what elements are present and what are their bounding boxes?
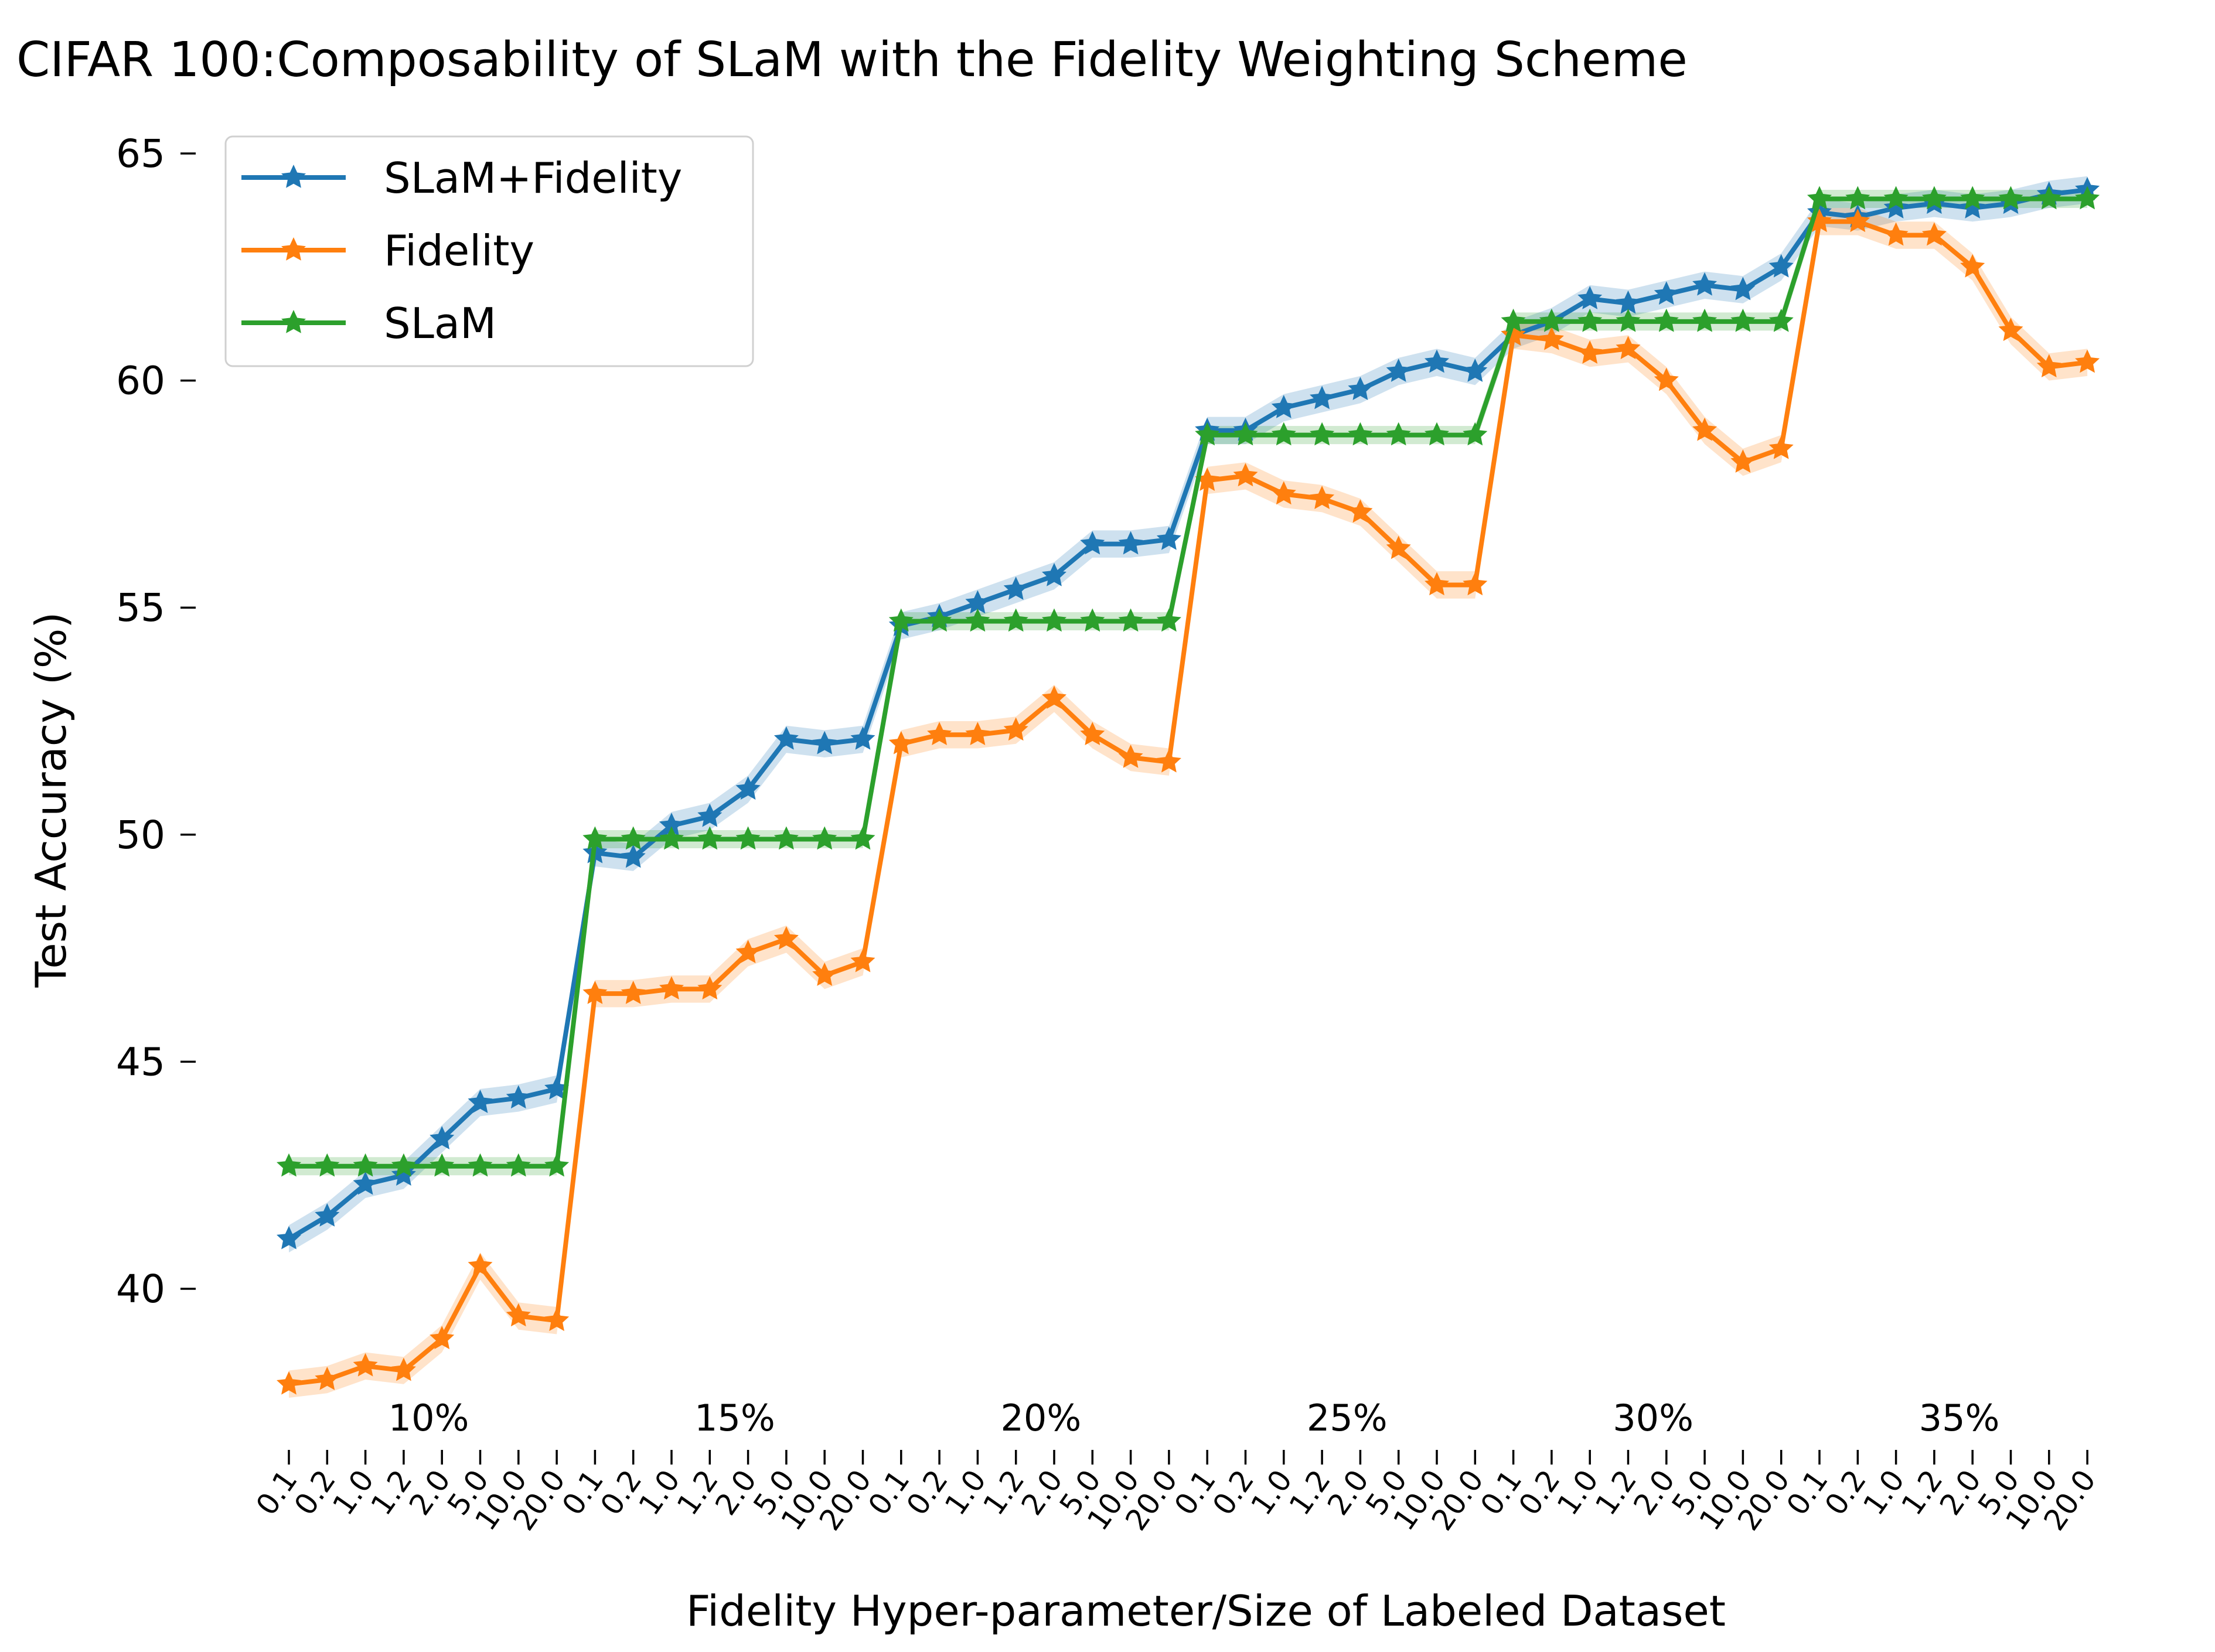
- y-tick-label-45: 45: [116, 1039, 165, 1084]
- y-tick-label-55: 55: [116, 585, 165, 630]
- legend-item-2: Fidelity: [241, 226, 534, 275]
- y-axis: 40 45 50 55 60 65: [116, 131, 196, 1312]
- legend: SLaM+Fidelity Fidelity SLaM: [224, 135, 754, 367]
- group-label-6: 35%: [1919, 1397, 2000, 1439]
- group-label-2: 15%: [694, 1397, 775, 1439]
- group-label-4: 25%: [1307, 1397, 1388, 1439]
- y-axis-label: Test Accuracy (%): [26, 612, 76, 988]
- y-tick-label-65: 65: [116, 131, 165, 176]
- series-3: [277, 186, 2100, 1177]
- group-label-5: 30%: [1613, 1397, 1693, 1439]
- group-label-3: 20%: [1000, 1397, 1081, 1439]
- legend-label: SLaM: [384, 299, 496, 348]
- series-line-3: [287, 196, 2090, 1169]
- series-lines: [277, 177, 2100, 1395]
- legend-item-1: SLaM+Fidelity: [241, 153, 682, 203]
- legend-label: SLaM+Fidelity: [384, 153, 682, 203]
- x-axis: 0.10.21.01.22.05.010.020.00.10.21.01.22.…: [250, 1450, 2102, 1537]
- legend-item-3: SLaM: [241, 299, 496, 348]
- x-axis-label: Fidelity Hyper-parameter/Size of Labeled…: [686, 1586, 1726, 1636]
- y-tick-label-40: 40: [116, 1267, 165, 1312]
- legend-label: Fidelity: [384, 226, 534, 275]
- chart-title: CIFAR 100:Composability of SLaM with the…: [16, 32, 1688, 88]
- group-label-1: 10%: [389, 1397, 469, 1439]
- series-line-2: [287, 219, 2090, 1387]
- series-2: [277, 209, 2100, 1395]
- legend-frame: [224, 135, 754, 367]
- y-tick-label-50: 50: [116, 813, 165, 858]
- dataset-size-labels: 10% 15% 20% 25% 30% 35%: [389, 1397, 2000, 1439]
- y-tick-label-60: 60: [116, 359, 165, 404]
- confidence-bands: [289, 176, 2088, 1398]
- band-series-2: [289, 208, 2088, 1398]
